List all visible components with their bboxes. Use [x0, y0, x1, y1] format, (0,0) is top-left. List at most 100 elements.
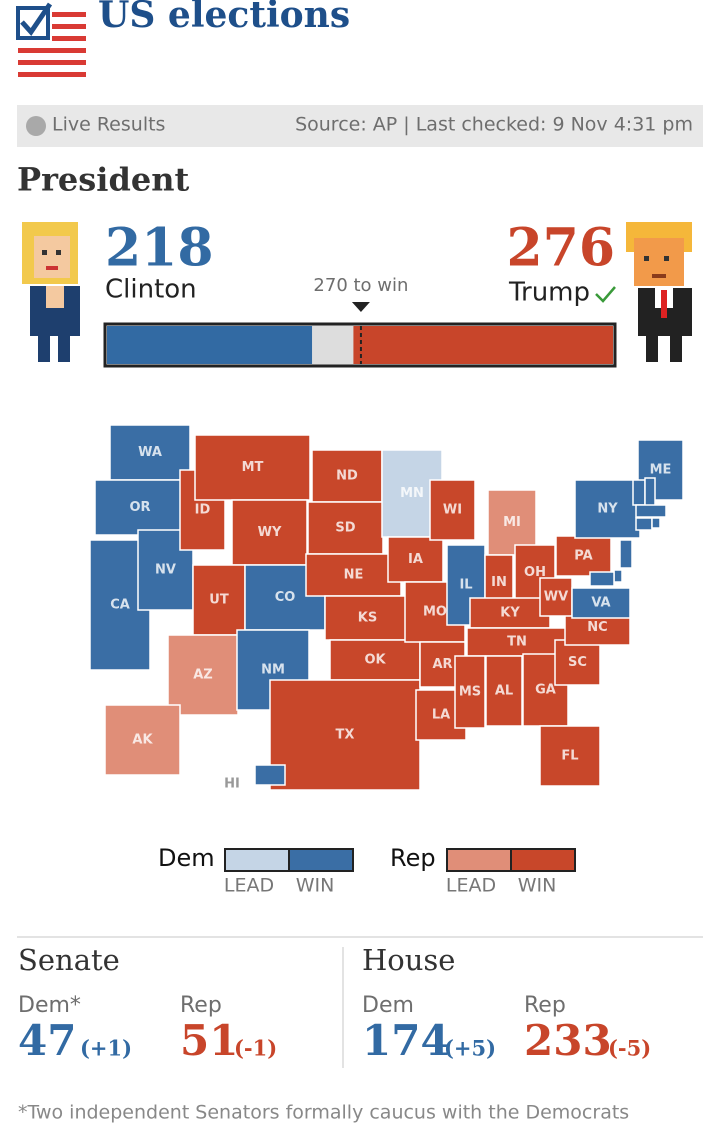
- state-shape: [192, 564, 246, 636]
- state-shape: [167, 634, 239, 716]
- source-label: Source: AP | Last checked: 9 Nov 4:31 pm: [295, 114, 693, 136]
- legend-lead: LEAD: [446, 875, 496, 897]
- state-shape: [651, 517, 661, 529]
- state-label: IL: [459, 578, 472, 593]
- state-shape: [589, 571, 615, 587]
- senate-dem-label: Dem*: [18, 993, 81, 1018]
- senate-rep-seats: 51: [180, 1016, 238, 1065]
- state-shape: [307, 501, 384, 555]
- legend-swatch: [224, 848, 290, 872]
- house-rep-label: Rep: [524, 993, 566, 1018]
- state-label: NY: [597, 502, 618, 517]
- state-shape: [311, 449, 383, 503]
- state-label: SC: [568, 655, 587, 670]
- state-shape: [619, 539, 633, 569]
- state-shape: [231, 499, 308, 566]
- state-label: GA: [535, 683, 556, 698]
- threshold-marker: [351, 302, 370, 312]
- state-label: ID: [195, 503, 211, 518]
- state-shape: [554, 639, 601, 686]
- senate-dem-seats: 47: [18, 1016, 76, 1065]
- state-shape: [485, 655, 523, 727]
- state-shape: [254, 764, 286, 786]
- state-shape: [387, 536, 444, 583]
- house-dem-label: Dem: [362, 993, 414, 1018]
- state-shape: [613, 569, 623, 583]
- state-shape: [454, 655, 486, 729]
- state-label: HI: [224, 777, 240, 792]
- state-label: TN: [507, 635, 527, 650]
- state-label: WY: [258, 525, 282, 540]
- legend-lead: LEAD: [224, 875, 274, 897]
- house-dem-change: (+5): [444, 1036, 496, 1061]
- state-shape: [487, 489, 537, 556]
- state-label: MT: [242, 460, 264, 475]
- legend-label: Dem: [158, 844, 215, 872]
- legend-win: WIN: [296, 875, 335, 897]
- trump-avatar: [626, 222, 692, 362]
- live-dot: [26, 116, 46, 136]
- state-shape: [571, 587, 631, 619]
- logo-icon: [15, 0, 89, 78]
- senate-dem-change: (+1): [80, 1036, 132, 1061]
- clinton-avatar: [22, 222, 80, 362]
- legend-label: Rep: [390, 844, 436, 872]
- state-label: WV: [544, 590, 568, 605]
- state-label: MO: [423, 605, 447, 620]
- us-map: WA OR CA NV ID MT WY UT AZ CO NM ND SD NE KS OK TX MN IA MO…: [89, 424, 684, 792]
- state-label: KS: [358, 611, 377, 626]
- state-label: MN: [400, 486, 424, 501]
- legend-win: WIN: [518, 875, 557, 897]
- footnote: *Two independent Senators formally caucu…: [18, 1102, 629, 1124]
- house-title: House: [362, 943, 455, 977]
- live-label: Live Results: [52, 114, 165, 136]
- state-label: UT: [209, 593, 229, 608]
- state-shape: [429, 479, 476, 541]
- state-shape: [109, 424, 191, 481]
- state-shape: [194, 434, 311, 501]
- state-label: CA: [110, 598, 130, 613]
- page-title: US elections: [98, 0, 350, 36]
- state-label: WI: [443, 503, 462, 518]
- state-label: FL: [561, 749, 578, 764]
- state-shape: [539, 577, 573, 617]
- status-bar: [17, 105, 703, 147]
- state-label: KY: [500, 606, 520, 621]
- senate-rep-change: (-1): [234, 1036, 277, 1061]
- state-label: PA: [574, 549, 592, 564]
- state-label: CO: [275, 590, 296, 605]
- legend-swatch: [446, 848, 512, 872]
- senate-rep-label: Rep: [180, 993, 222, 1018]
- state-label: NM: [261, 663, 285, 678]
- state-label: NV: [155, 563, 176, 578]
- house-rep-change: (-5): [608, 1036, 651, 1061]
- state-label: LA: [432, 708, 450, 723]
- state-label: AR: [432, 657, 452, 672]
- state-label: OK: [364, 653, 386, 668]
- state-label: TX: [336, 728, 355, 743]
- state-label: AK: [132, 733, 153, 748]
- winner-check: [595, 286, 616, 303]
- state-label: AZ: [193, 668, 213, 683]
- legend-swatch: [510, 848, 576, 872]
- state-label: VA: [591, 596, 610, 611]
- state-shape: [644, 477, 656, 509]
- senate-title: Senate: [18, 943, 120, 977]
- trump-name: Trump: [508, 278, 590, 308]
- clinton-bar: [107, 326, 313, 364]
- state-label: OH: [524, 565, 546, 580]
- state-shape: [632, 479, 646, 506]
- section-title: President: [17, 161, 189, 199]
- house-dem-seats: 174: [362, 1016, 450, 1065]
- state-shape: [104, 704, 181, 776]
- state-label: OR: [129, 500, 150, 515]
- house-rep-seats: 233: [524, 1016, 612, 1065]
- state-shape: [635, 504, 667, 518]
- state-shape: [94, 479, 186, 536]
- state-label: MS: [459, 685, 481, 700]
- state-label: IA: [408, 552, 423, 567]
- state-shape: [635, 517, 653, 531]
- state-label: SD: [335, 521, 355, 536]
